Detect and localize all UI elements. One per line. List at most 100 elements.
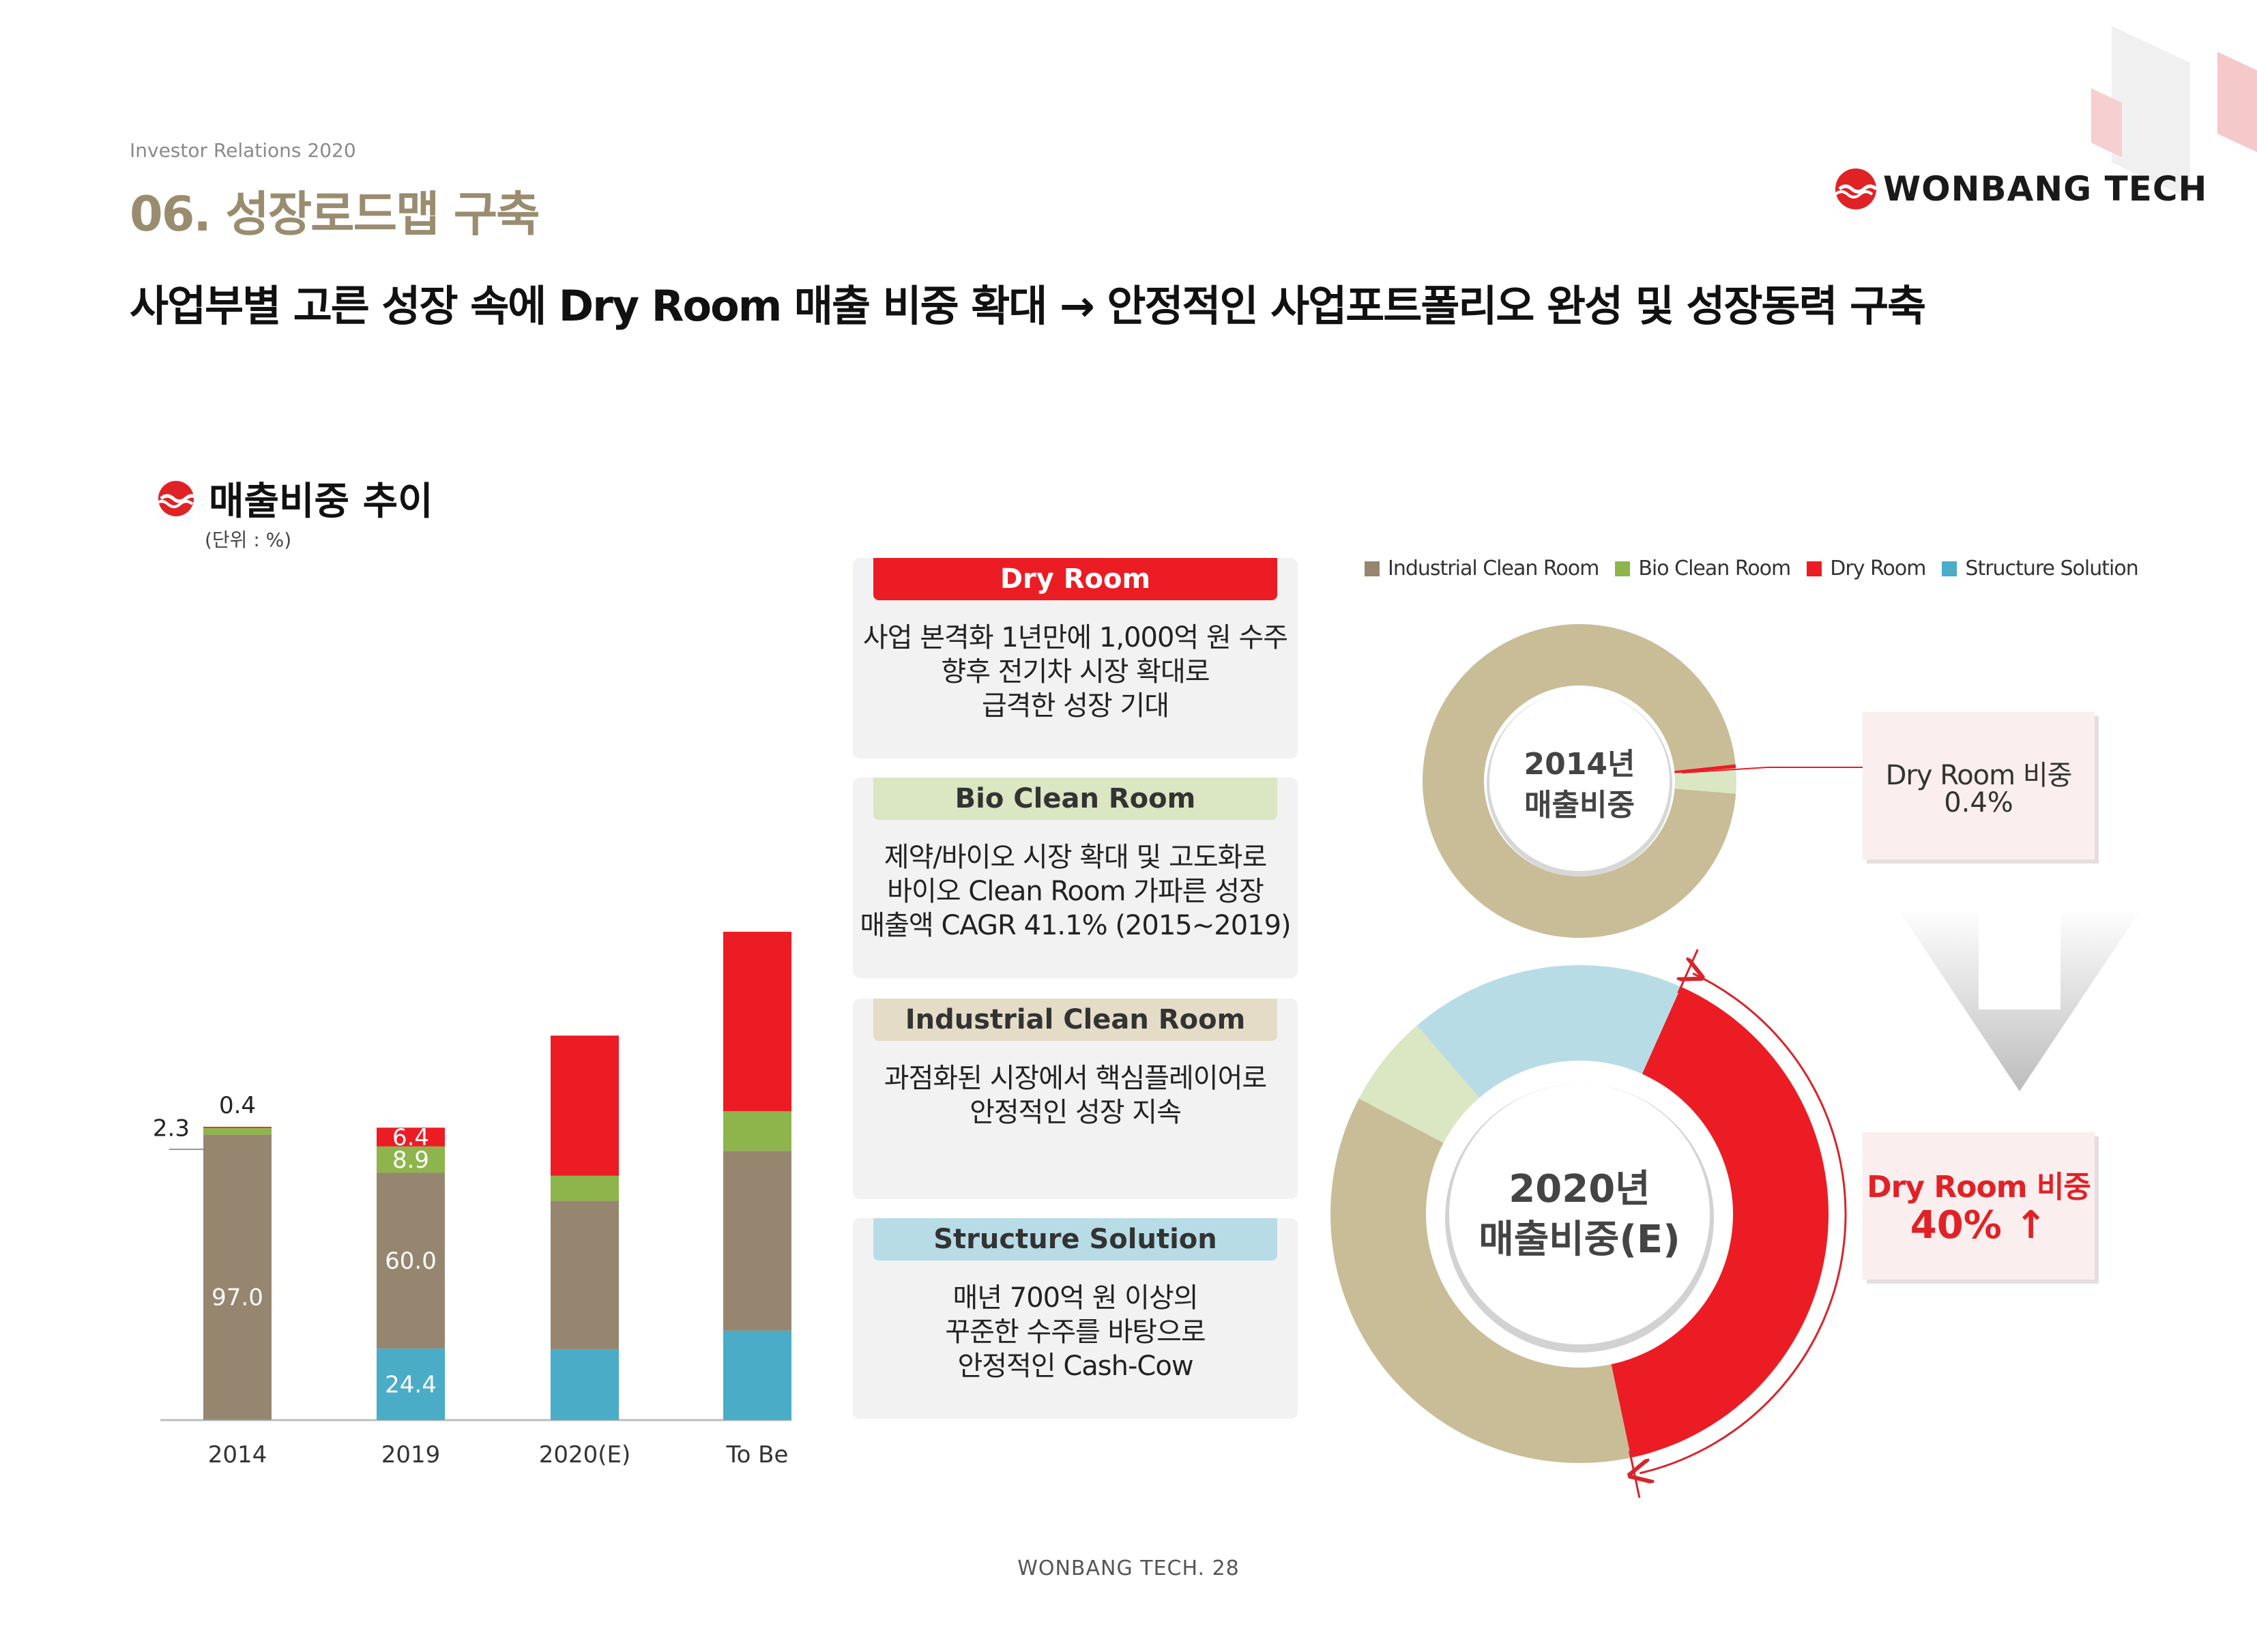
donut-center-label: 매출비중 (1524, 788, 1635, 823)
x-tick-label: 2019 (381, 1441, 441, 1469)
card-body: 사업 본격화 1년만에 1,000억 원 수주 향후 전기차 시장 확대로 급격… (853, 621, 1298, 723)
data-label: 2.3 (153, 1115, 190, 1142)
arc-tick (1628, 1451, 1641, 1499)
bar-segment (203, 1127, 272, 1135)
legend-label: Industrial Clean Room (1388, 557, 1599, 580)
card-line: 제약/바이오 시장 확대 및 고도화로 (884, 842, 1268, 873)
bar-segment (203, 1419, 272, 1420)
donut-slice (1358, 1025, 1480, 1143)
bar-segment (203, 1134, 272, 1419)
card-dry-room: Dry Room 사업 본격화 1년만에 1,000억 원 수주 향후 전기차 … (853, 558, 1298, 758)
legend-swatch (1942, 561, 1957, 576)
bar-segment (377, 1146, 445, 1173)
callout-value: 40% ↑ (1910, 1203, 2048, 1248)
section-title: 06. 성장로드맵 구축 (130, 186, 540, 242)
donut-slice (1423, 623, 1736, 938)
card-body: 매년 700억 원 이상의 꾸준한 수주를 바탕으로 안정적인 Cash-Cow (853, 1281, 1298, 1383)
data-label: 97.0 (212, 1284, 263, 1312)
bar-segment (723, 1151, 791, 1331)
company-logo: WONBANG TECH (1835, 165, 2207, 213)
chart-section-title: 매출비중 추이 (158, 471, 433, 526)
card-line: 바이오 Clean Room 가파른 성장 (887, 876, 1264, 907)
card-structure-solution: Structure Solution 매년 700억 원 이상의 꾸준한 수주를… (853, 1218, 1298, 1419)
card-title: Bio Clean Room (873, 778, 1277, 820)
bar-segment (551, 1200, 619, 1349)
data-label: 8.9 (392, 1147, 429, 1174)
callout-2014-dry-room: Dry Room 비중 0.4% (1863, 712, 2095, 859)
donut-slice (1674, 768, 1736, 794)
donut-center-label: 2014년 (1524, 747, 1635, 782)
headline: 사업부별 고른 성장 속에 Dry Room 매출 비중 확대 → 안정적인 사… (130, 281, 1926, 331)
callout-label: Dry Room 비중 (1885, 760, 2073, 791)
page-footer: WONBANG TECH. 28 (1017, 1557, 1240, 1580)
corner-decoration-pink (2217, 52, 2257, 153)
legend-item: Dry Room (1807, 557, 1926, 580)
card-industrial-clean-room: Industrial Clean Room 과점화된 시장에서 핵심플레이어로 … (853, 999, 1298, 1199)
chart-section-title-text: 매출비중 추이 (209, 480, 433, 524)
bar-segment (551, 1175, 619, 1201)
stacked-bar-chart: 97.0 2.3 0.4 2014 24.4 60.0 8.96.4 2019 2020(E) T… (153, 932, 791, 1469)
legend-label: Structure Solution (1965, 557, 2138, 580)
legend-swatch (1365, 561, 1380, 576)
card-line: 안정적인 성장 지속 (970, 1097, 1182, 1128)
legend-item: Bio Clean Room (1615, 557, 1791, 580)
donut-center-label: 2020년 (1509, 1167, 1650, 1211)
card-title: Industrial Clean Room (873, 999, 1277, 1041)
bar-segment (377, 1172, 445, 1349)
card-title: Dry Room (873, 558, 1277, 600)
x-tick-label: To Be (726, 1441, 789, 1469)
donut-slice (1674, 764, 1736, 773)
logo-mark-icon (1835, 168, 1876, 209)
donut-center (1489, 691, 1670, 871)
donut-slice (1330, 1098, 1631, 1463)
legend-label: Bio Clean Room (1638, 557, 1791, 580)
logo-text: WONBANG TECH (1883, 169, 2208, 209)
legend-item: Structure Solution (1942, 557, 2139, 580)
arc-tick (1677, 949, 1699, 994)
donut-slice (1611, 986, 1829, 1458)
x-tick-label: 2020(E) (539, 1441, 631, 1469)
donut-center-label: 매출비중(E) (1479, 1218, 1680, 1262)
legend-swatch (1615, 561, 1631, 576)
chart-legend: Industrial Clean Room Bio Clean Room Dry… (1365, 557, 2155, 580)
bar-segment (203, 1127, 272, 1128)
card-line: 안정적인 Cash-Cow (957, 1351, 1193, 1382)
card-line: 꾸준한 수주를 바탕으로 (945, 1316, 1206, 1348)
bar-segment (377, 1348, 445, 1420)
dry-room-growth-arc-arrow (1640, 973, 1847, 1473)
data-label: 6.4 (392, 1124, 429, 1151)
callout-label: Dry Room 비중 (1867, 1170, 2091, 1205)
card-body: 제약/바이오 시장 확대 및 고도화로 바이오 Clean Room 가파른 성… (853, 840, 1298, 943)
legend-swatch (1807, 561, 1822, 576)
bar-segment (723, 932, 791, 1112)
unit-label: (단위 : %) (205, 529, 292, 551)
bar-segment (551, 1348, 619, 1420)
card-bio-clean-room: Bio Clean Room 제약/바이오 시장 확대 및 고도화로 바이오 C… (853, 778, 1298, 978)
bar-segment (551, 1035, 619, 1176)
card-line: 사업 본격화 1년만에 1,000억 원 수주 (862, 622, 1288, 653)
card-line: 향후 전기차 시장 확대로 (941, 656, 1210, 688)
data-label: 24.4 (385, 1372, 437, 1399)
donut-slice (1416, 965, 1681, 1098)
callout-2020-dry-room: Dry Room 비중 40% ↑ (1863, 1132, 2095, 1280)
bar-segment (723, 1330, 791, 1420)
callout-value: 0.4% (1944, 787, 2013, 818)
down-arrow-icon (1897, 907, 2142, 1091)
data-label: 0.4 (219, 1092, 256, 1119)
x-tick-label: 2014 (208, 1441, 267, 1469)
data-label: 60.0 (385, 1248, 437, 1275)
card-line: 매년 700억 원 이상의 (952, 1282, 1198, 1314)
legend-label: Dry Room (1830, 557, 1926, 580)
donut-center (1449, 1084, 1710, 1344)
card-line: 매출액 CAGR 41.1% (2015~2019) (860, 910, 1291, 941)
card-title: Structure Solution (873, 1218, 1277, 1260)
card-line: 과점화된 시장에서 핵심플레이어로 (884, 1063, 1267, 1094)
legend-item: Industrial Clean Room (1365, 557, 1599, 580)
bar-segment (377, 1127, 445, 1147)
card-line: 급격한 성장 기대 (981, 690, 1169, 722)
bar-segment (723, 1111, 791, 1151)
card-body: 과점화된 시장에서 핵심플레이어로 안정적인 성장 지속 (853, 1061, 1298, 1130)
